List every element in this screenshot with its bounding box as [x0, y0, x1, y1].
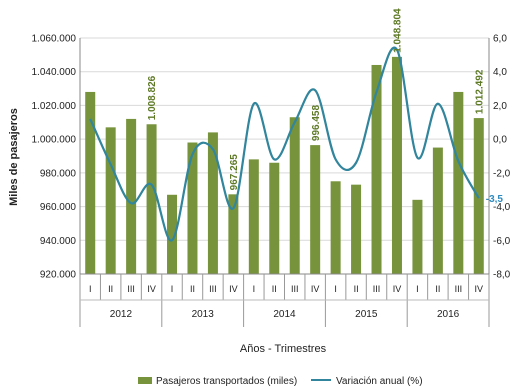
bars — [85, 56, 484, 275]
x-tick-label: I — [416, 284, 419, 294]
bar — [371, 64, 382, 274]
bar — [228, 194, 239, 274]
y-tick-label: 940.000 — [40, 236, 77, 247]
y-right-tick-label: -6,0 — [493, 236, 511, 247]
bar — [167, 194, 178, 274]
year-label: 2014 — [273, 309, 296, 320]
bar — [269, 162, 280, 274]
bar — [412, 199, 423, 274]
x-tick-label: II — [354, 284, 359, 294]
y-right-tick-label: 6,0 — [493, 34, 507, 45]
line-data-label: -3,5 — [486, 194, 504, 205]
bar — [126, 118, 137, 275]
x-tick-label: II — [272, 284, 277, 294]
bar — [289, 117, 300, 274]
variation-line — [89, 46, 480, 242]
legend-bar-label: Pasajeros transportados (miles) — [156, 376, 297, 387]
bar — [207, 132, 218, 274]
x-tick-label: I — [89, 284, 92, 294]
bar — [85, 91, 96, 274]
line-series — [89, 46, 480, 242]
year-label: 2013 — [192, 309, 215, 320]
data-labels: 1.008.826 967.265 996.458 1.048.804 1.012.49… — [147, 8, 503, 205]
year-label: 2016 — [437, 309, 460, 320]
y-right-tick-label: -4,0 — [493, 202, 511, 213]
x-tick-label: IV — [147, 284, 156, 294]
x-tick-label: IV — [393, 284, 402, 294]
axes: 920.000 940.000 960.000 980.000 1.000.000 1.0… — [32, 34, 511, 327]
bar — [248, 159, 259, 274]
y-right-tick-label: 0,0 — [493, 135, 507, 146]
y-tick-label: 980.000 — [40, 168, 77, 179]
y-tick-label: 1.060.000 — [32, 34, 77, 45]
bar — [453, 91, 464, 274]
bar-data-label: 1.012.492 — [474, 69, 485, 114]
x-tick-label: II — [435, 284, 440, 294]
legend-line-label: Variación anual (%) — [336, 376, 423, 387]
bar — [105, 127, 116, 274]
x-tick-label: I — [334, 284, 337, 294]
y-right-tick-label: 2,0 — [493, 101, 507, 112]
gridlines — [80, 37, 489, 241]
year-label: 2012 — [110, 309, 133, 320]
x-tick-label: IV — [229, 284, 238, 294]
x-tick-label: IV — [475, 284, 484, 294]
bar — [330, 181, 341, 274]
bar — [187, 142, 198, 274]
bar-data-label: 1.048.804 — [393, 8, 404, 53]
x-tick-label: III — [127, 284, 135, 294]
y-tick-label: 1.040.000 — [32, 67, 77, 78]
x-tick-label: III — [209, 284, 217, 294]
bar — [146, 124, 157, 274]
bar — [310, 145, 321, 274]
x-tick-label: III — [291, 284, 299, 294]
bar — [432, 147, 443, 274]
year-label: 2015 — [355, 309, 378, 320]
bar-data-label: 996.458 — [311, 105, 322, 142]
bar-data-label: 967.265 — [229, 154, 240, 191]
bar — [391, 56, 402, 274]
y-right-tick-label: -8,0 — [493, 270, 511, 281]
x-tick-label: I — [171, 284, 174, 294]
bar — [351, 184, 362, 274]
y-right-tick-label: -2,0 — [493, 168, 511, 179]
legend-bar-swatch — [138, 377, 152, 384]
y-axis-label: Miles de pasajeros — [8, 108, 20, 206]
y-tick-label: 960.000 — [40, 202, 77, 213]
x-axis-label: Años - Trimestres — [240, 343, 327, 355]
x-tick-label: I — [253, 284, 256, 294]
x-tick-label: IV — [311, 284, 320, 294]
y-tick-label: 920.000 — [40, 270, 77, 281]
legend: Pasajeros transportados (miles) Variació… — [138, 376, 423, 387]
y-tick-label: 1.000.000 — [32, 135, 77, 146]
x-tick-label: III — [455, 284, 463, 294]
x-tick-label: II — [108, 284, 113, 294]
x-tick-label: II — [190, 284, 195, 294]
y-right-tick-label: 4,0 — [493, 67, 507, 78]
x-tick-label: III — [373, 284, 381, 294]
y-tick-label: 1.020.000 — [32, 101, 77, 112]
bar-data-label: 1.008.826 — [147, 75, 158, 120]
